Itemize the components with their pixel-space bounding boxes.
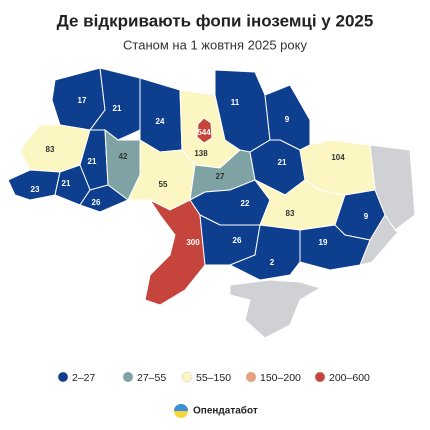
- region-value: 9: [285, 115, 290, 124]
- region-value: 138: [194, 149, 208, 158]
- legend-label: 200–600: [329, 372, 370, 384]
- region-value: 24: [156, 117, 165, 126]
- legend-swatch: [57, 371, 69, 383]
- region: [196, 117, 213, 144]
- region-value: 300: [186, 238, 200, 247]
- brand-logo: Опендатабот: [174, 404, 258, 418]
- region: [228, 224, 301, 281]
- logo-icon-top: [174, 404, 188, 411]
- legend-label: 55–150: [196, 372, 231, 384]
- region: [299, 224, 371, 271]
- title: Де відкривають фопи іноземці у 2025: [57, 11, 374, 30]
- occupied-area: [229, 279, 322, 339]
- region-value: 42: [119, 152, 128, 161]
- region: [79, 184, 129, 213]
- legend-swatch: [122, 371, 134, 383]
- legend-swatch: [245, 371, 257, 383]
- region-value: 9: [364, 212, 369, 221]
- region-value: 2: [270, 258, 275, 267]
- region-value: 544: [197, 128, 211, 137]
- region: [139, 77, 183, 153]
- region-value: 11: [231, 98, 240, 107]
- region-value: 83: [46, 145, 55, 154]
- brand-name: Опендатабот: [193, 405, 258, 417]
- region-value: 17: [78, 96, 87, 105]
- region: [144, 198, 206, 306]
- region-value: 21: [62, 179, 71, 188]
- legend-label: 150–200: [260, 372, 301, 384]
- legend-swatch: [181, 371, 193, 383]
- region-value: 26: [92, 198, 101, 207]
- region-value: 21: [88, 157, 97, 166]
- region-value: 23: [31, 185, 40, 194]
- region-value: 26: [233, 236, 242, 245]
- region-value: 55: [159, 180, 168, 189]
- region-value: 19: [319, 238, 328, 247]
- region-value: 22: [241, 199, 250, 208]
- legend-label: 2–27: [72, 372, 96, 384]
- legend-swatch: [314, 371, 326, 383]
- region-value: 83: [286, 209, 295, 218]
- legend-label: 27–55: [137, 372, 166, 384]
- region-value: 21: [113, 104, 122, 113]
- region-value: 104: [331, 153, 345, 162]
- subtitle: Станом на 1 жовтня 2025 року: [123, 37, 307, 52]
- region-value: 27: [216, 172, 225, 181]
- region-value: 21: [278, 158, 287, 167]
